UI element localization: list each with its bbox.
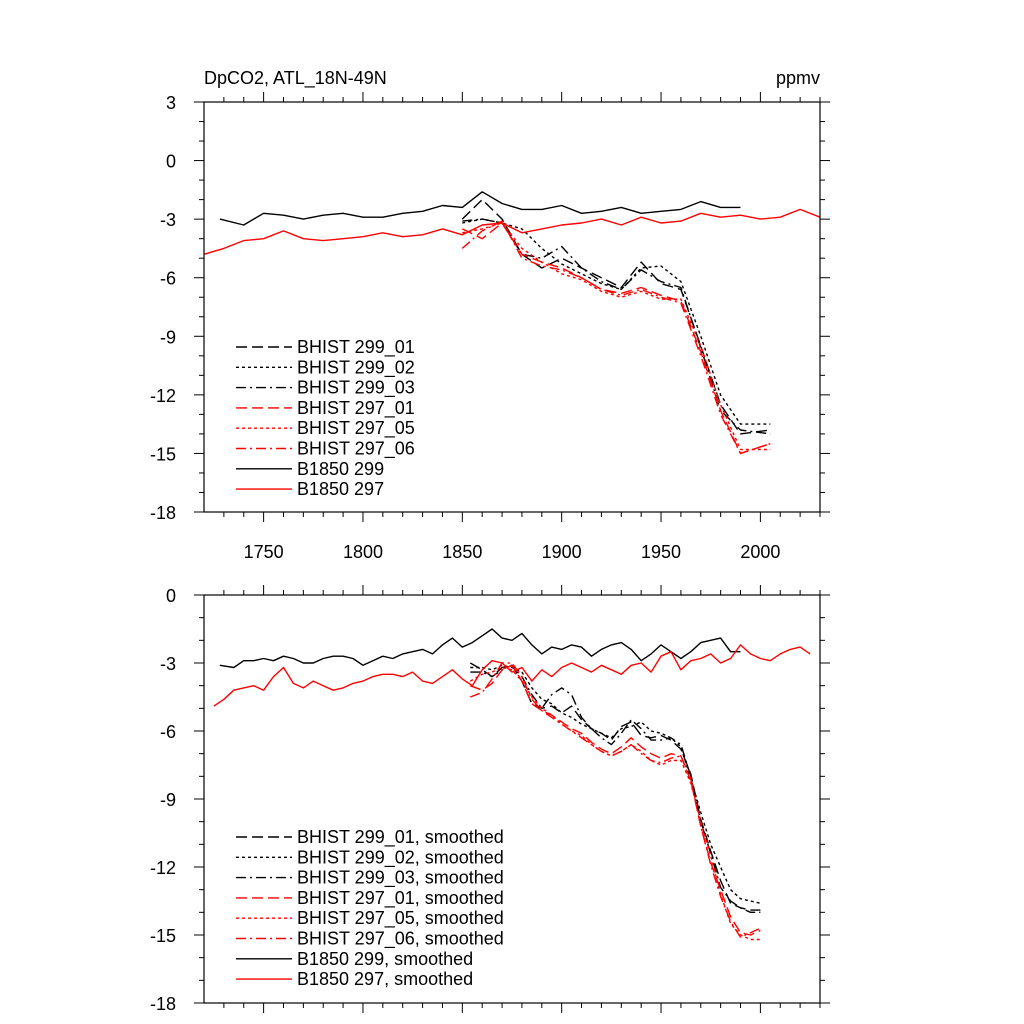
- y-tick-label: -18: [150, 994, 176, 1014]
- legend-label: BHIST 299_03, smoothed: [297, 868, 504, 889]
- y-tick-label: -3: [160, 654, 176, 674]
- legend-label: BHIST 299_01, smoothed: [297, 827, 504, 848]
- legend-label: B1850 297: [297, 479, 384, 499]
- y-tick-label: -3: [160, 210, 176, 230]
- y-tick-label: -9: [160, 790, 176, 810]
- series-line-bhist-299-03-smoothed: [470, 664, 761, 913]
- series-line-bhist-297-06: [461, 220, 771, 455]
- plot-frame: [203, 101, 821, 513]
- y-tick-label: -9: [160, 327, 176, 347]
- series-line-bhist-297-06-smoothed: [470, 662, 761, 938]
- chart-title: DpCO2, ATL_18N-49N: [204, 68, 387, 89]
- legend-label: BHIST 297_05: [297, 418, 415, 439]
- series-line-b1850-297: [203, 208, 821, 255]
- series-line-bhist-299-03: [462, 218, 771, 435]
- y-tick-label: 0: [166, 586, 176, 606]
- x-tick-label: 1850: [442, 542, 482, 562]
- y-tick-label: -12: [150, 386, 176, 406]
- units-label: ppmv: [776, 68, 820, 88]
- series-line-b1850-297-smoothed: [213, 644, 811, 707]
- y-tick-label: 0: [166, 152, 176, 172]
- legend-label: BHIST 297_06: [297, 439, 415, 460]
- legend-label: BHIST 297_01, smoothed: [297, 888, 504, 909]
- series-line-bhist-299-01-smoothed: [469, 662, 761, 911]
- y-tick-label: -12: [150, 858, 176, 878]
- legend-label: BHIST 297_05, smoothed: [297, 908, 504, 929]
- legend-label: BHIST 297_06, smoothed: [297, 929, 504, 950]
- legend-label: B1850 297, smoothed: [297, 969, 473, 989]
- series-line-bhist-299-02-smoothed: [470, 664, 761, 904]
- series-line-bhist-297-05-smoothed: [469, 666, 761, 941]
- y-tick-label: 3: [166, 93, 176, 113]
- x-tick-label: 1900: [542, 542, 582, 562]
- series-line-bhist-297-05: [462, 222, 771, 451]
- series-line-bhist-297-01-smoothed: [470, 664, 761, 936]
- x-tick-label: 2000: [740, 542, 780, 562]
- y-tick-label: -6: [160, 722, 176, 742]
- series-group: [213, 628, 811, 941]
- legend-label: BHIST 299_01: [297, 337, 415, 358]
- x-tick-label: 1950: [641, 542, 681, 562]
- legend-label: BHIST 297_01: [297, 398, 415, 419]
- series-line-bhist-299-01: [461, 198, 771, 435]
- legend-label: B1850 299: [297, 459, 384, 479]
- series-line-b1850-299-smoothed: [219, 628, 741, 669]
- y-tick-label: -18: [150, 503, 176, 523]
- y-tick-label: -15: [150, 926, 176, 946]
- y-tick-label: -15: [150, 444, 176, 464]
- series-line-b1850-299: [219, 191, 741, 226]
- top-panel: 3 0 -3 -6 -9 -12 -15 -18 1750 1800 1850 1900 1950 200…: [150, 92, 830, 562]
- legend-label: BHIST 299_03: [297, 378, 415, 399]
- y-tick-label: -6: [160, 269, 176, 289]
- legend-label: BHIST 299_02: [297, 357, 415, 378]
- series-group: [203, 191, 821, 455]
- x-tick-label: 1800: [343, 542, 383, 562]
- legend-label: B1850 299, smoothed: [297, 949, 473, 969]
- series-line-bhist-297-01: [461, 222, 771, 455]
- series-line-bhist-299-02: [462, 218, 771, 425]
- x-tick-label: 1750: [244, 542, 284, 562]
- legend-label: BHIST 299_02, smoothed: [297, 847, 504, 868]
